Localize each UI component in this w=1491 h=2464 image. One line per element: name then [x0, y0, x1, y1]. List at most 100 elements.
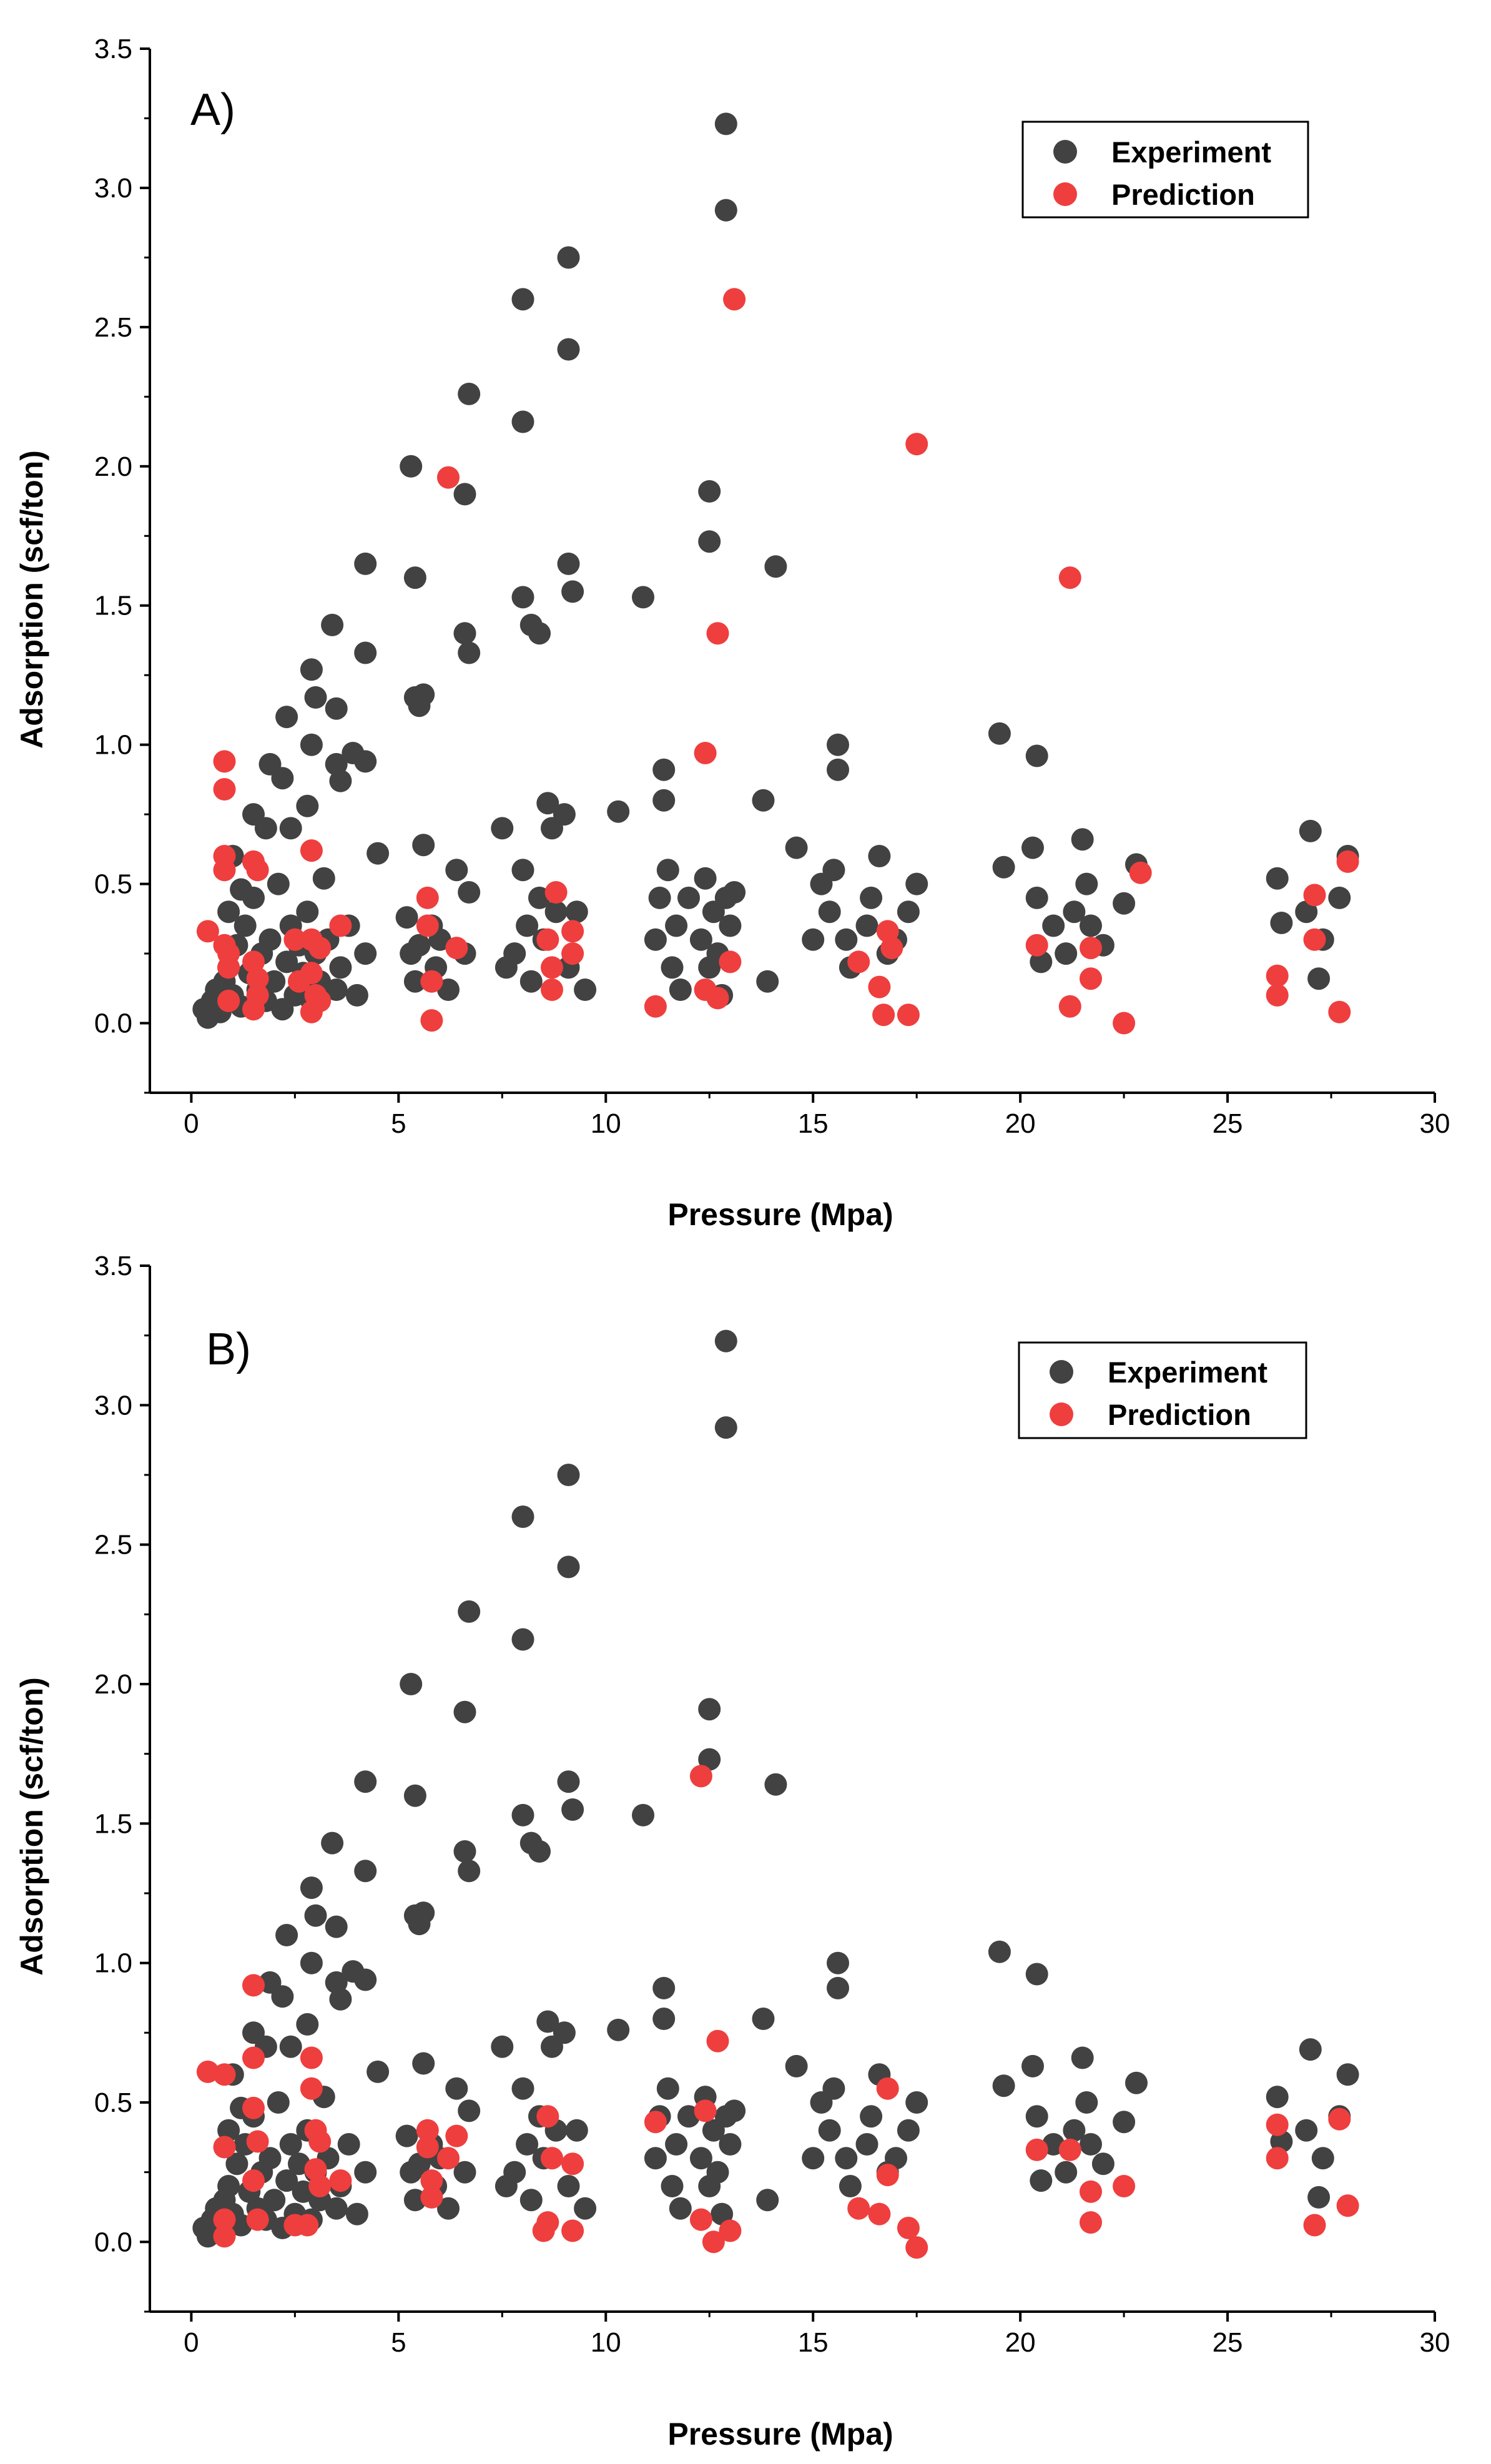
- prediction-point: [246, 2208, 269, 2231]
- experiment-point: [304, 1904, 327, 1927]
- experiment-point: [412, 683, 435, 706]
- experiment-point: [574, 2197, 597, 2220]
- y-tick-label: 0.0: [94, 1008, 132, 1039]
- experiment-point: [403, 566, 426, 589]
- experiment-point: [400, 1673, 423, 1695]
- prediction-point: [706, 987, 729, 1010]
- experiment-point: [714, 1416, 737, 1439]
- prediction-point: [1025, 2138, 1048, 2161]
- prediction-point: [644, 995, 667, 1018]
- prediction-point: [246, 859, 269, 882]
- prediction-point: [561, 942, 584, 965]
- experiment-point: [1295, 900, 1318, 924]
- prediction-point: [868, 975, 891, 998]
- experiment-point: [354, 1770, 377, 1793]
- prediction-point: [420, 970, 443, 993]
- prediction-point: [283, 928, 307, 951]
- experiment-point: [254, 817, 277, 840]
- prediction-point: [847, 2197, 870, 2220]
- prediction-point: [541, 956, 563, 979]
- prediction-point: [868, 2202, 891, 2225]
- legend-label-prediction: Prediction: [1108, 1398, 1251, 1431]
- prediction-point: [1080, 2211, 1102, 2234]
- experiment-point: [661, 2175, 684, 2197]
- experiment-point: [553, 2021, 576, 2044]
- experiment-point: [1075, 872, 1098, 895]
- prediction-point: [300, 2046, 323, 2069]
- prediction-point: [561, 2152, 584, 2176]
- experiment-point: [632, 1803, 654, 1826]
- experiment-point: [403, 1784, 426, 1807]
- experiment-point: [719, 914, 742, 937]
- experiment-point: [437, 978, 460, 1001]
- prediction-point: [1266, 2147, 1289, 2170]
- experiment-point: [1025, 2105, 1048, 2128]
- prediction-point: [541, 978, 563, 1001]
- experiment-point: [536, 792, 559, 815]
- prediction-point: [242, 998, 265, 1021]
- prediction-point: [719, 950, 742, 973]
- prediction-point: [723, 288, 746, 311]
- prediction-point: [561, 2219, 584, 2242]
- prediction-point: [1328, 2107, 1351, 2131]
- experiment-point: [557, 246, 580, 269]
- legend-marker-prediction: [1050, 1402, 1073, 1426]
- x-tick-label: 15: [798, 1108, 829, 1139]
- experiment-point: [756, 2189, 779, 2212]
- prediction-point: [905, 433, 928, 456]
- experiment-point: [565, 2119, 588, 2142]
- prediction-point: [1058, 566, 1081, 589]
- experiment-point: [275, 2169, 298, 2192]
- experiment-point: [345, 2202, 368, 2225]
- experiment-point: [329, 1988, 352, 2011]
- experiment-point: [1299, 2038, 1322, 2061]
- experiment-point: [756, 970, 779, 993]
- experiment-point: [1080, 914, 1102, 937]
- prediction-point: [1080, 937, 1102, 960]
- experiment-point: [714, 1329, 737, 1353]
- experiment-point: [1328, 886, 1351, 909]
- experiment-point: [491, 817, 514, 840]
- experiment-point: [225, 2152, 248, 2176]
- prediction-point: [420, 2186, 443, 2209]
- experiment-point: [412, 1901, 435, 1924]
- experiment-point: [458, 2099, 481, 2122]
- prediction-point: [644, 2111, 667, 2134]
- experiment-point: [296, 2013, 319, 2036]
- experiment-point: [694, 867, 717, 890]
- prediction-point: [694, 742, 717, 764]
- experiment-point: [217, 2175, 240, 2197]
- experiment-point: [412, 834, 435, 857]
- prediction-point: [561, 920, 584, 943]
- experiment-point: [1071, 2046, 1094, 2069]
- prediction-point: [872, 1003, 895, 1027]
- experiment-point: [1113, 2111, 1136, 2134]
- experiment-point: [822, 859, 845, 882]
- experiment-point: [897, 2119, 920, 2142]
- experiment-point: [1042, 914, 1065, 937]
- y-tick-label: 3.5: [94, 1251, 132, 1281]
- experiment-point: [652, 1976, 676, 1999]
- prediction-point: [876, 2164, 899, 2187]
- experiment-point: [698, 480, 721, 503]
- x-tick-label: 20: [1005, 2327, 1036, 2358]
- experiment-point: [528, 622, 551, 645]
- prediction-point: [242, 2046, 265, 2069]
- prediction-point: [1266, 964, 1289, 987]
- experiment-point: [367, 2060, 390, 2083]
- y-axis-title: Adsorption (scf/ton): [14, 1677, 49, 1976]
- experiment-point: [652, 789, 676, 812]
- experiment-point: [669, 2197, 692, 2220]
- x-tick-label: 0: [184, 1108, 199, 1139]
- prediction-point: [1025, 934, 1048, 957]
- experiment-point: [519, 970, 543, 993]
- experiment-point: [557, 1555, 580, 1579]
- experiment-point: [802, 928, 825, 951]
- prediction-point: [213, 859, 236, 882]
- experiment-point: [271, 1985, 294, 2008]
- plot-area: 0.0 0.5 1.0 1.5 2.0 2.5 3.0 3.5 0 5 10 15 20 25 30: [94, 34, 1450, 1139]
- legend-label-prediction: Prediction: [1111, 178, 1255, 211]
- experiment-point: [648, 886, 671, 909]
- experiment-point: [1091, 2152, 1115, 2176]
- experiment-point: [275, 950, 298, 973]
